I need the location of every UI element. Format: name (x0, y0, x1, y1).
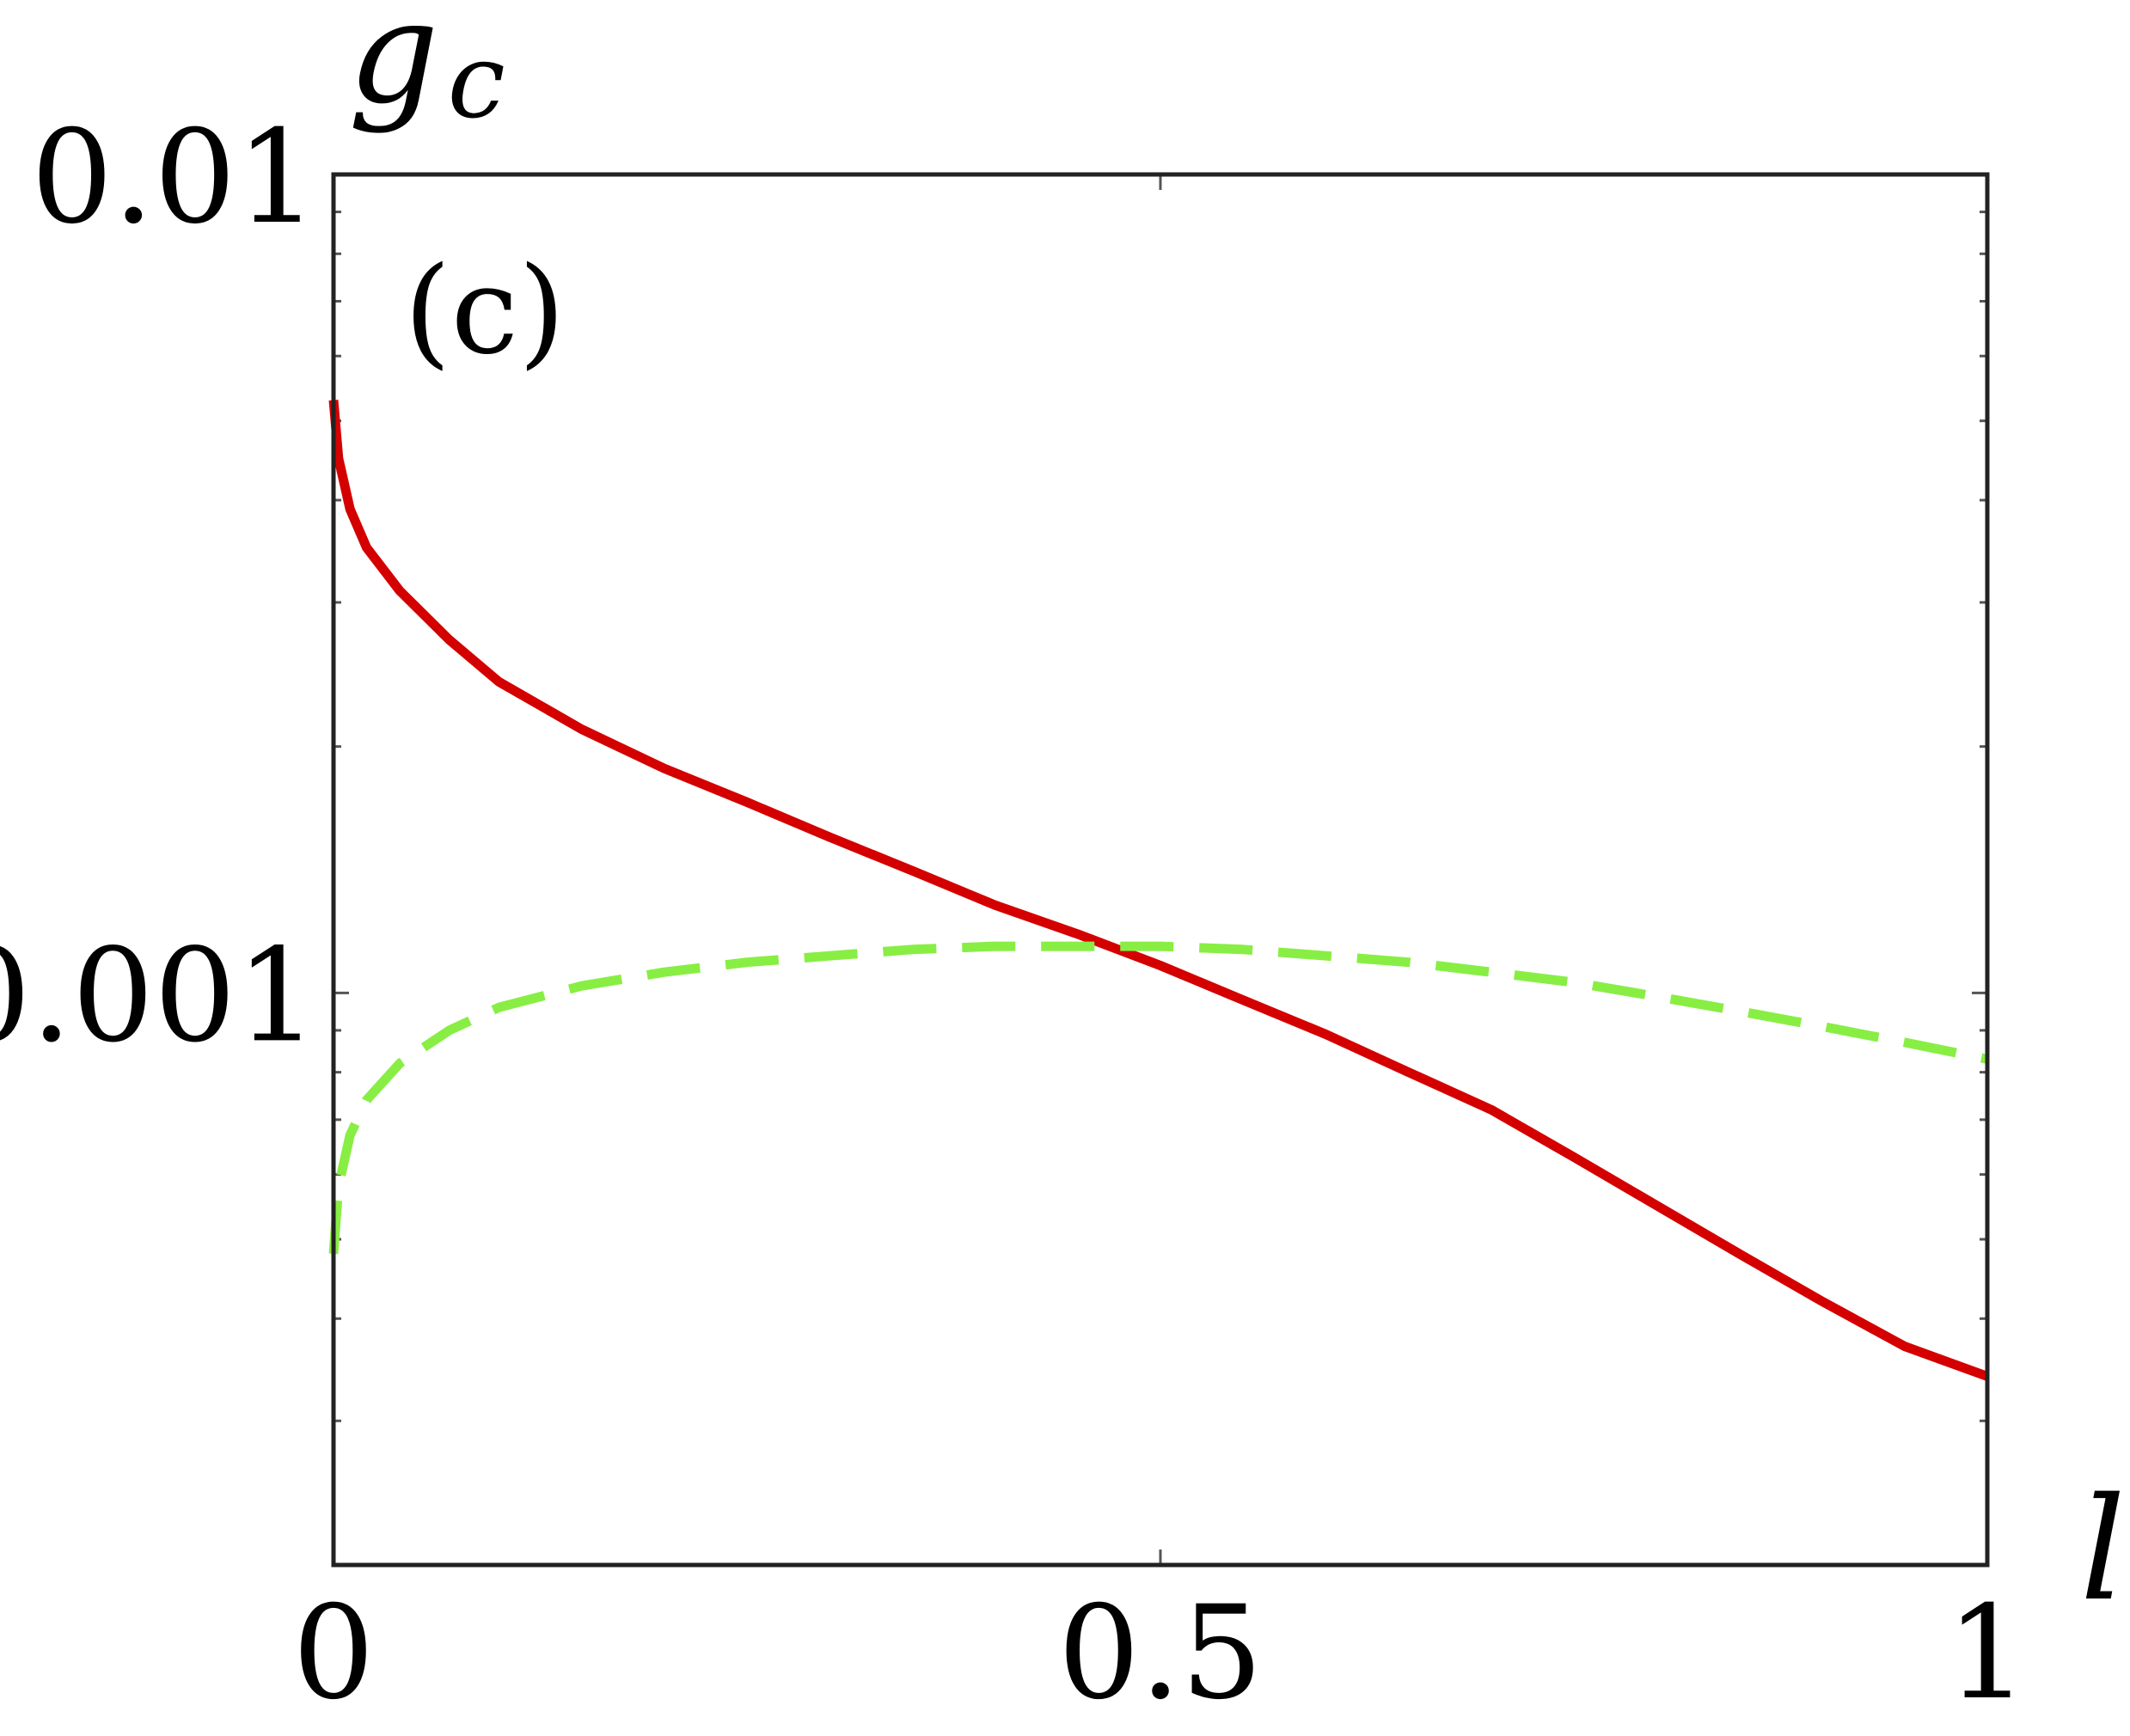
y-tick-label: 0.001 (0, 921, 318, 1071)
y-axis-title: gc (348, 0, 505, 142)
x-axis-title: l (2080, 1467, 2126, 1632)
x-tick-label: 0.5 (1058, 1579, 1264, 1728)
x-tick-label: 1 (1946, 1579, 2028, 1728)
series-line-1 (328, 400, 1989, 1381)
tick-labels: 0 0.5 1 0.001 0.01 (0, 103, 2029, 1728)
plot-frame (331, 172, 1990, 1568)
x-tick-label: 0 (292, 1579, 374, 1728)
panel-label: (c) (404, 241, 566, 382)
series-line-2 (328, 941, 1989, 1255)
series-layer (328, 400, 1989, 1381)
y-tick-label: 0.01 (31, 103, 318, 253)
